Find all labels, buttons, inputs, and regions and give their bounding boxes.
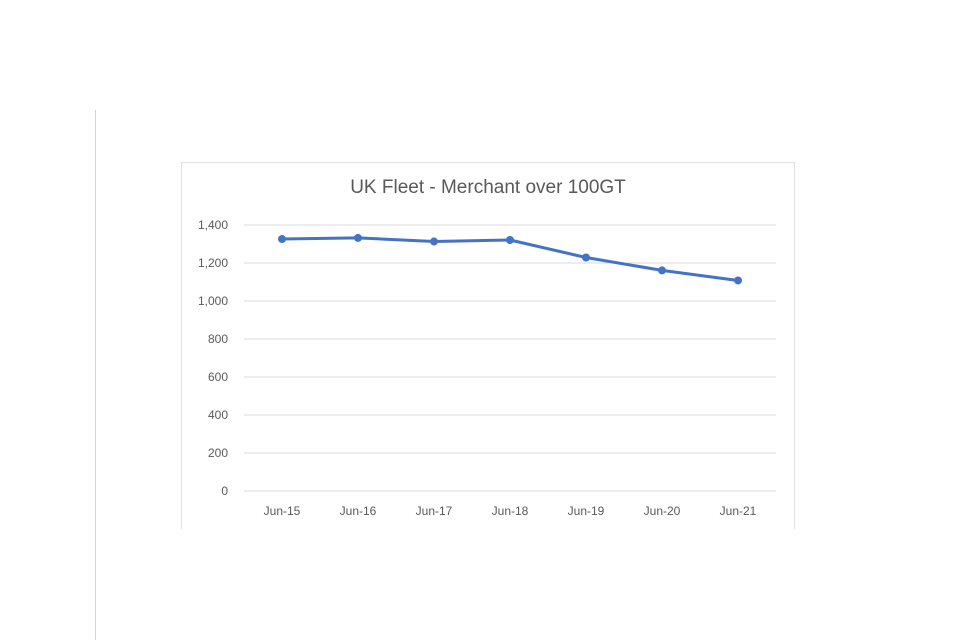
y-tick-label: 600 xyxy=(208,370,228,384)
x-tick-label: Jun-16 xyxy=(340,504,377,518)
data-point-marker xyxy=(582,253,590,262)
line-chart-plot: 0 200 400 600 800 1,000 1,200 1,400 Jun-15 Jun-16… xyxy=(198,218,776,518)
data-line xyxy=(281,236,739,282)
data-point-marker xyxy=(430,237,438,246)
data-point-marker xyxy=(354,233,362,242)
y-tick-label: 1,000 xyxy=(198,294,228,308)
page-margin-rule xyxy=(95,110,96,640)
y-tick-label: 800 xyxy=(208,332,228,346)
y-tick-label: 200 xyxy=(208,446,228,460)
y-tick-label: 1,400 xyxy=(198,218,228,232)
y-tick-label: 0 xyxy=(221,484,228,498)
x-tick-label: Jun-20 xyxy=(644,504,681,518)
y-tick-label: 1,200 xyxy=(198,256,228,270)
x-tick-label: Jun-15 xyxy=(264,504,301,518)
data-point-marker xyxy=(734,276,742,285)
y-tick-label: 400 xyxy=(208,408,228,422)
x-tick-label: Jun-19 xyxy=(568,504,605,518)
chart-title: UK Fleet - Merchant over 100GT xyxy=(350,177,626,198)
x-tick-label: Jun-18 xyxy=(492,504,529,518)
x-tick-label: Jun-17 xyxy=(416,504,453,518)
x-tick-label: Jun-21 xyxy=(720,504,757,518)
data-point-marker xyxy=(506,236,514,245)
data-point-marker xyxy=(278,235,286,244)
data-point-marker xyxy=(658,266,666,275)
chart-container: UK Fleet - Merchant over 100GT 0 200 400 60… xyxy=(181,162,795,529)
